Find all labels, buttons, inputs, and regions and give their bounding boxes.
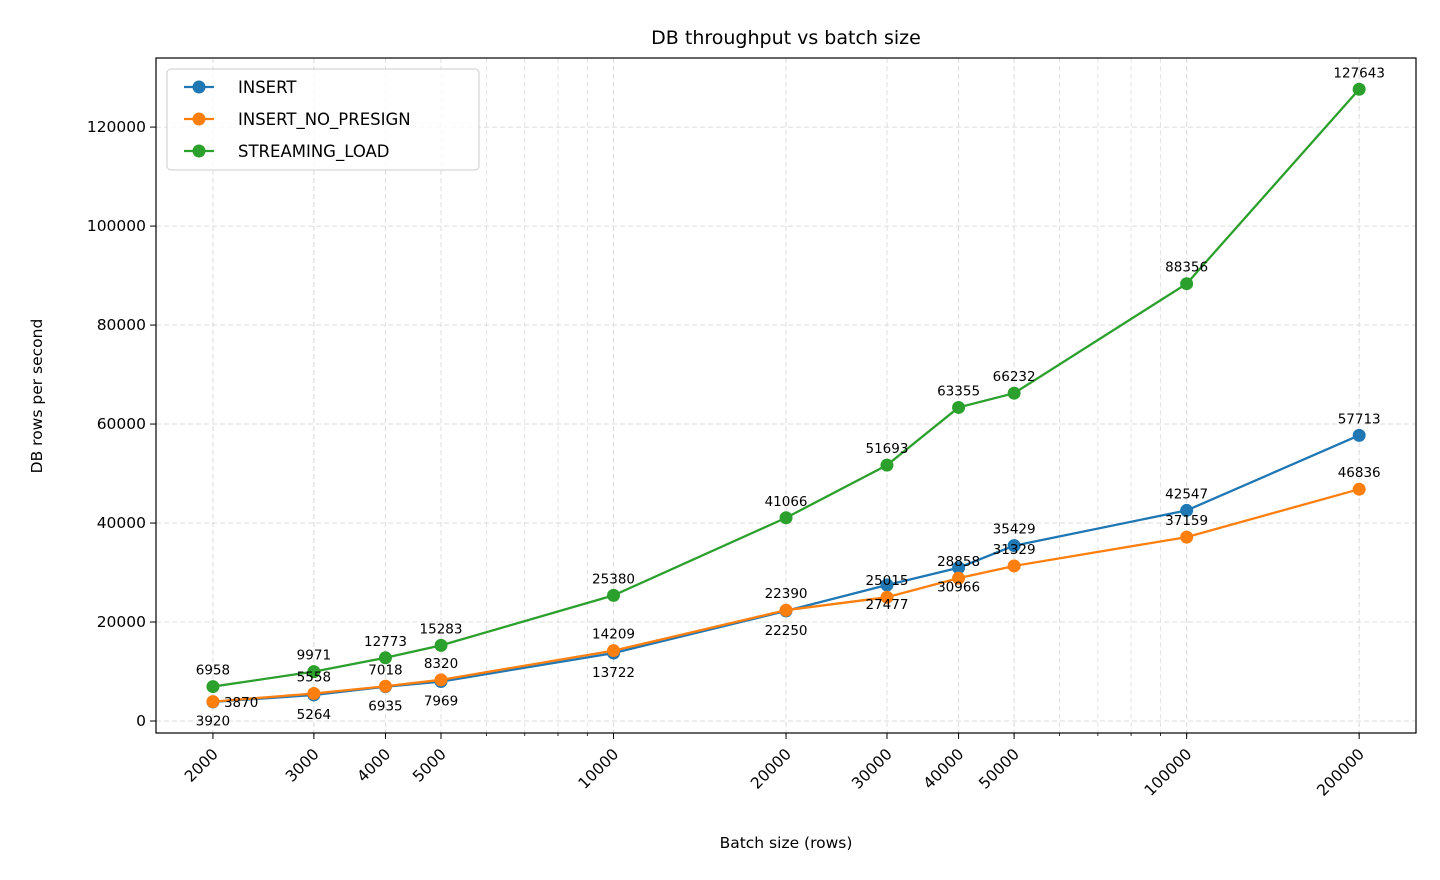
data-label: 8320 [424, 656, 458, 672]
data-label: 5264 [297, 707, 331, 723]
data-label: 41066 [765, 494, 808, 510]
y-tick-label: 0 [136, 712, 146, 730]
data-label: 37159 [1165, 513, 1208, 529]
data-point [434, 638, 448, 652]
data-point [1007, 539, 1021, 553]
data-label: 13722 [592, 665, 635, 681]
data-point [307, 686, 321, 700]
y-axis-label: DB rows per second [28, 319, 46, 474]
data-point [779, 603, 793, 617]
x-tick-label: 100000 [1141, 745, 1196, 800]
legend-marker [192, 112, 206, 126]
data-label: 31329 [993, 542, 1036, 558]
x-tick-label: 20000 [747, 745, 795, 793]
data-label: 46836 [1338, 465, 1381, 481]
x-tick-label: 10000 [575, 745, 623, 793]
data-label: 5558 [297, 669, 331, 685]
legend: INSERT INSERT_NO_PRESIGN STREAMING_LOAD [166, 68, 480, 171]
data-label: 127643 [1333, 65, 1385, 81]
data-point [378, 651, 392, 665]
data-label: 25380 [592, 571, 635, 587]
y-tick-label: 20000 [97, 613, 146, 631]
legend-label: INSERT [238, 78, 297, 97]
data-point [880, 578, 894, 592]
data-label: 22390 [765, 586, 808, 602]
data-label: 7969 [424, 694, 458, 710]
y-tick-label: 60000 [97, 415, 146, 433]
data-label: 27477 [866, 597, 909, 613]
x-tick-label: 4000 [354, 745, 395, 786]
x-tick-label: 5000 [409, 745, 450, 786]
data-point [779, 511, 793, 525]
data-point [1352, 482, 1366, 496]
y-tick-label: 100000 [87, 217, 146, 235]
y-tick-label: 40000 [97, 514, 146, 532]
data-label: 22250 [765, 623, 808, 639]
plot-frame [155, 57, 1417, 734]
data-label: 28858 [937, 554, 980, 570]
data-point [952, 400, 966, 414]
data-point [1180, 530, 1194, 544]
data-point [952, 561, 966, 575]
data-point [307, 665, 321, 679]
data-point [1352, 82, 1366, 96]
data-point [378, 679, 392, 693]
data-labels: 6958 9971 12773 15283 25380 41066 51693 63355 66… [196, 65, 1385, 729]
data-label: 9971 [297, 648, 331, 664]
data-point [206, 695, 220, 709]
x-tick-label: 200000 [1313, 745, 1368, 800]
data-label: 15283 [420, 621, 463, 637]
legend-label: INSERT_NO_PRESIGN [238, 110, 411, 130]
x-axis-label: Batch size (rows) [720, 834, 853, 852]
chart-title: DB throughput vs batch size [651, 27, 921, 49]
data-point [952, 571, 966, 585]
legend-box [166, 68, 480, 171]
legend-marker [192, 80, 206, 94]
data-label: 14209 [592, 627, 635, 643]
data-point [1007, 386, 1021, 400]
data-label: 30966 [937, 580, 980, 596]
data-point [880, 590, 894, 604]
data-point [434, 673, 448, 687]
data-point [607, 644, 621, 658]
data-label: 51693 [866, 441, 909, 457]
data-label: 63355 [937, 383, 980, 399]
data-point [1180, 277, 1194, 291]
y-tick-label: 80000 [97, 316, 146, 334]
x-tick-label: 2000 [181, 745, 222, 786]
y-tick-label: 120000 [87, 118, 146, 136]
x-tick-label: 30000 [848, 745, 896, 793]
legend-label: STREAMING_LOAD [238, 142, 390, 162]
data-label: 6958 [196, 663, 230, 679]
x-tick-label: 3000 [282, 745, 323, 786]
x-tick-label: 50000 [975, 745, 1023, 793]
data-label: 35429 [993, 522, 1036, 538]
data-label: 42547 [1165, 486, 1208, 502]
data-label: 3920 [196, 714, 230, 730]
series [206, 82, 1366, 709]
data-label: 3870 [224, 695, 258, 711]
data-label: 57713 [1338, 411, 1381, 427]
data-point [607, 588, 621, 602]
x-tick-label: 40000 [920, 745, 968, 793]
data-label: 6935 [368, 699, 402, 715]
data-point [1007, 559, 1021, 573]
data-point [1352, 428, 1366, 442]
data-label: 12773 [364, 634, 407, 650]
data-point [880, 458, 894, 472]
data-label: 88356 [1165, 260, 1208, 276]
data-label: 7018 [368, 662, 402, 678]
data-point [1180, 503, 1194, 517]
data-label: 25015 [866, 573, 909, 589]
legend-marker [192, 144, 206, 158]
data-label: 66232 [993, 369, 1036, 385]
data-point [206, 680, 220, 694]
